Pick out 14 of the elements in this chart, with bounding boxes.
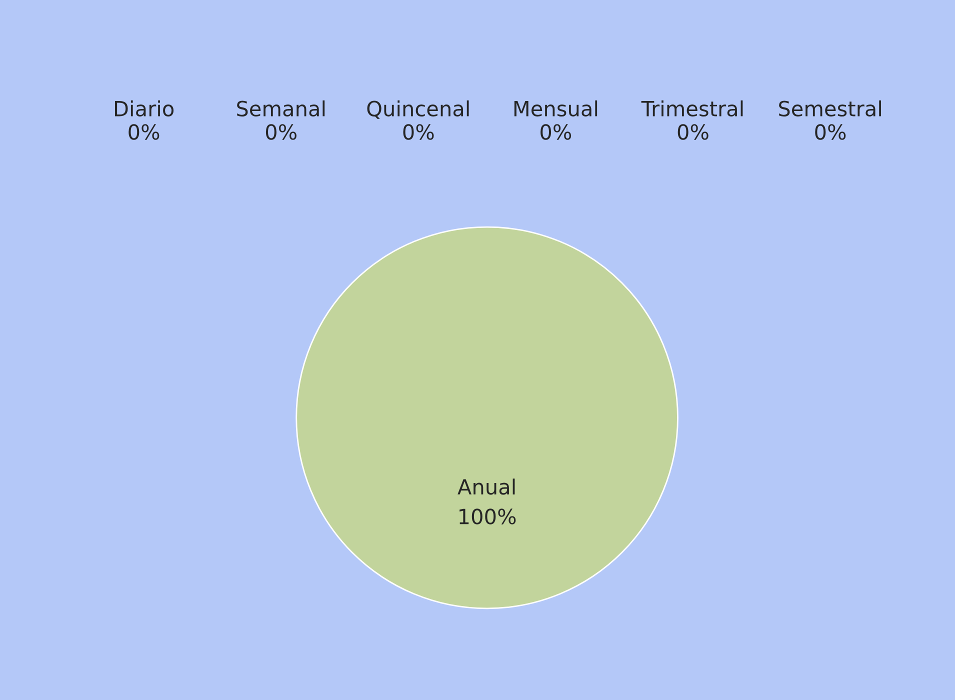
slice-label: Anual xyxy=(458,478,515,495)
category-label: Quincenal xyxy=(367,100,469,119)
data-label: 100% xyxy=(460,508,516,524)
category-label: Mensual xyxy=(514,100,598,117)
category-label: Semestral xyxy=(779,100,881,117)
text: 0% xyxy=(540,124,572,140)
category-label: Trimestral xyxy=(641,100,743,117)
text: 0% xyxy=(128,124,160,140)
category-label: Diario xyxy=(115,100,174,117)
category-label: Semanal xyxy=(237,100,325,117)
text: 0% xyxy=(678,124,708,140)
text: 0% xyxy=(403,124,434,140)
text: 0% xyxy=(266,124,296,140)
text: 0% xyxy=(815,124,846,140)
